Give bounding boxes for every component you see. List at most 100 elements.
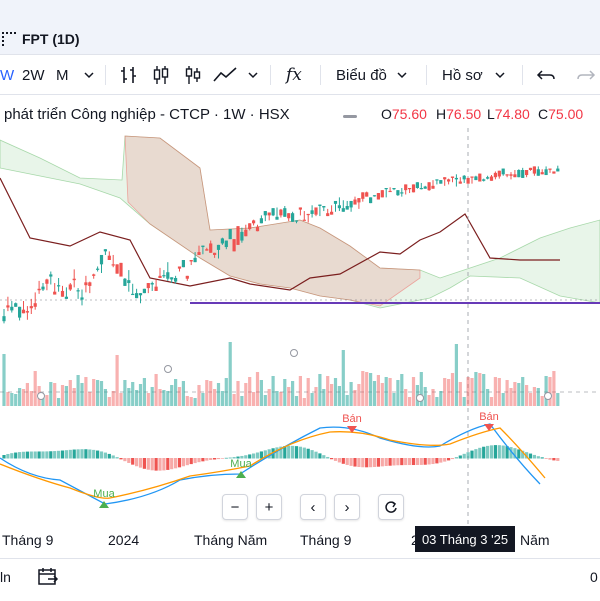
- price-candle: [540, 172, 544, 175]
- macd-histogram-bar: [166, 458, 170, 470]
- volume-bar: [49, 382, 53, 406]
- macd-histogram-bar: [291, 445, 295, 459]
- price-candle: [240, 231, 244, 241]
- ohlc-close: C75.00: [538, 106, 583, 122]
- volume-bar: [6, 392, 10, 406]
- price-chart[interactable]: Mua Mua Bán Bán: [0, 128, 600, 524]
- volume-bar: [170, 385, 174, 406]
- scroll-left-button[interactable]: ‹: [300, 494, 326, 520]
- price-candle: [489, 176, 494, 181]
- sell-signal-label: Bán: [479, 411, 499, 423]
- price-candle: [255, 226, 260, 232]
- interval-dropdown-icon[interactable]: [82, 64, 96, 86]
- price-candle: [400, 192, 404, 194]
- price-candle: [552, 171, 556, 174]
- profile-menu[interactable]: Hồ sơ: [442, 64, 507, 86]
- macd-histogram-bar: [185, 458, 189, 466]
- indicators-fx-icon[interactable]: fx: [286, 65, 302, 85]
- dividend-marker: [290, 349, 298, 357]
- volume-bar: [462, 397, 466, 406]
- volume-bar: [478, 373, 482, 406]
- macd-histogram-bar: [224, 457, 228, 459]
- price-candle: [544, 169, 548, 176]
- price-candle: [60, 290, 65, 297]
- chart-tab[interactable]: FPT (1D): [0, 26, 90, 52]
- redo-icon[interactable]: [576, 64, 596, 86]
- macd-histogram-bar: [216, 458, 221, 460]
- x-tick-label: Tháng Năm: [194, 532, 268, 548]
- volume-bar: [127, 388, 131, 406]
- browser-top-strip: [0, 0, 600, 21]
- zoom-out-button[interactable]: −: [222, 494, 248, 520]
- chart-type-menu[interactable]: Biểu đồ: [336, 64, 409, 86]
- price-candle: [259, 218, 263, 224]
- line-chart-icon[interactable]: [212, 64, 238, 86]
- macd-histogram-bar: [326, 456, 330, 459]
- volume-bar: [388, 378, 392, 406]
- candles-icon[interactable]: [150, 64, 172, 86]
- macd-histogram-bar: [427, 458, 431, 465]
- macd-histogram-bar: [435, 458, 439, 464]
- macd-histogram-bar: [68, 449, 72, 459]
- bar-chart-icon[interactable]: [118, 64, 140, 86]
- sell-arrow-icon: [347, 426, 357, 433]
- ohlc-low: L74.80: [487, 106, 530, 122]
- macd-histogram-bar: [232, 457, 236, 459]
- price-candle: [369, 197, 373, 204]
- price-candle: [205, 249, 209, 251]
- interval-w-button[interactable]: W: [0, 66, 15, 84]
- macd-histogram-bar: [388, 458, 392, 466]
- price-candle: [49, 274, 53, 277]
- volume-bar: [275, 391, 279, 406]
- volume-bar: [123, 380, 127, 406]
- macd-histogram-bar: [96, 450, 100, 459]
- price-candle: [349, 200, 353, 208]
- macd-histogram-bar: [384, 458, 388, 467]
- volume-bar: [21, 389, 26, 406]
- hollow-candles-icon[interactable]: [182, 64, 204, 86]
- price-candle: [556, 168, 560, 172]
- chart-type-dropdown-icon[interactable]: [246, 64, 260, 86]
- symbol-title[interactable]: phát triển Công nghiệp - CTCP · 1W · HSX: [4, 106, 290, 123]
- buy-arrow-icon: [236, 471, 246, 478]
- volume-bar: [314, 387, 318, 406]
- price-candle: [380, 190, 384, 198]
- volume-bar: [380, 383, 384, 406]
- undo-icon[interactable]: [536, 64, 556, 86]
- volume-bar: [216, 383, 221, 406]
- volume-bar: [423, 387, 427, 406]
- reset-chart-button[interactable]: [378, 494, 404, 520]
- zoom-in-button[interactable]: +: [256, 494, 282, 520]
- macd-histogram-bar: [411, 458, 416, 466]
- macd-histogram-bar: [357, 458, 361, 468]
- dividend-marker: [164, 365, 172, 373]
- volume-bar: [411, 377, 416, 406]
- price-candle: [107, 255, 111, 260]
- volume-bar: [396, 380, 400, 406]
- volume-bar: [80, 383, 84, 406]
- interval-2w-button[interactable]: 2W: [22, 66, 45, 84]
- volume-bar: [294, 396, 299, 406]
- candle-layer: [2, 165, 560, 324]
- date-range-icon[interactable]: [36, 565, 60, 594]
- volume-bar: [224, 378, 228, 406]
- volume-bar: [439, 391, 443, 406]
- macd-histogram-bar: [57, 450, 61, 459]
- volume-bar: [528, 393, 533, 406]
- scroll-right-button[interactable]: ›: [334, 494, 360, 520]
- volume-bar: [509, 388, 513, 406]
- price-candle: [287, 213, 291, 219]
- interval-m-button[interactable]: M: [56, 66, 69, 84]
- volume-bar: [177, 387, 182, 406]
- price-candle: [279, 209, 283, 216]
- legend-toggle-icon[interactable]: [343, 115, 357, 118]
- volume-bar: [493, 377, 497, 406]
- volume-bar: [174, 379, 178, 406]
- price-candle: [213, 252, 217, 255]
- macd-histogram-bar: [322, 455, 326, 459]
- price-candle: [115, 264, 119, 274]
- volume-bar: [135, 390, 139, 406]
- price-candle: [408, 188, 412, 190]
- price-candle: [462, 175, 466, 180]
- volume-bar: [341, 350, 345, 406]
